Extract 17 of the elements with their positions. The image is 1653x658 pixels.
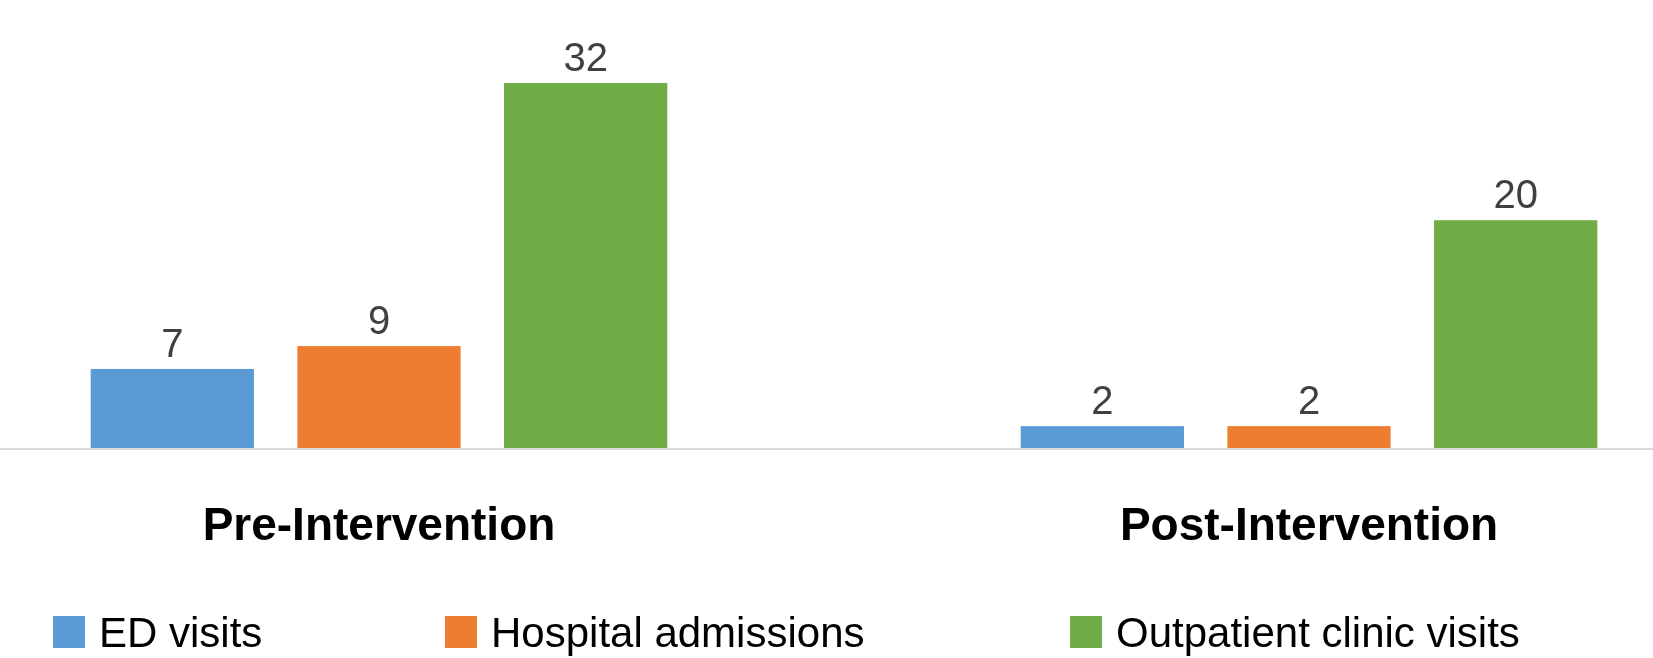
legend-label: Outpatient clinic visits (1116, 609, 1520, 656)
bar (1434, 220, 1598, 449)
data-label: 2 (1297, 378, 1321, 423)
bar (297, 346, 461, 449)
bar (1020, 426, 1184, 449)
bar (1227, 426, 1391, 449)
x-tick-label: Post-Intervention (1119, 498, 1499, 550)
data-label: 2 (1091, 378, 1114, 423)
x-tick-label: Pre-Intervention (202, 498, 556, 550)
legend-label: Hospital admissions (491, 609, 865, 656)
bar (504, 83, 668, 449)
legend-label: ED visits (99, 609, 263, 656)
data-label: 32 (563, 35, 608, 79)
data-label: 9 (367, 298, 391, 343)
data-label: 7 (161, 320, 184, 365)
bar (90, 368, 254, 449)
data-label: 20 (1493, 172, 1538, 217)
